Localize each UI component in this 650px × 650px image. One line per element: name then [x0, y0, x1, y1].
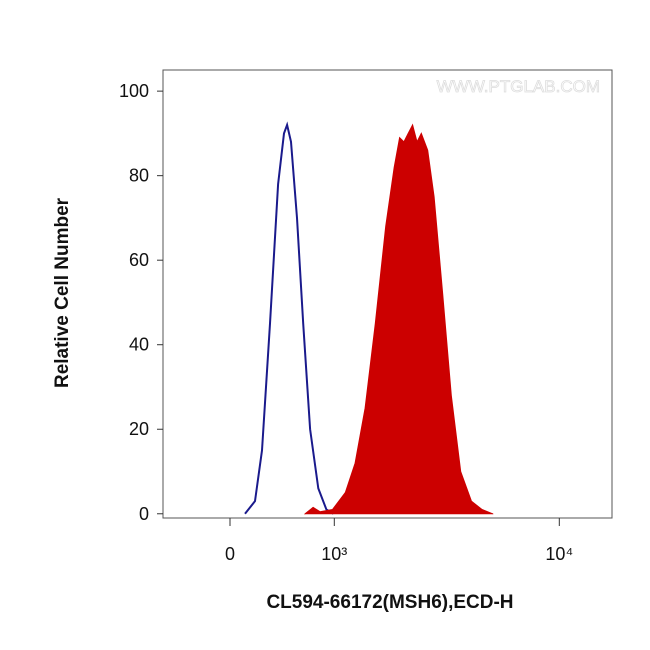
- y-tick-label: 20: [129, 419, 149, 439]
- y-tick-label: 80: [129, 166, 149, 186]
- plot-frame: [162, 69, 613, 519]
- x-tick-label: 0: [225, 544, 235, 564]
- x-tick-label: 10⁴: [545, 544, 573, 564]
- area: [304, 123, 494, 515]
- y-tick-label: 60: [129, 250, 149, 270]
- y-tick-label: 100: [119, 81, 149, 101]
- y-axis-label: Relative Cell Number: [52, 197, 73, 388]
- line: [244, 121, 334, 515]
- watermark: WWW.PTGLAB.COM: [437, 77, 600, 96]
- y-tick-label: 0: [139, 504, 149, 524]
- x-tick-label: 10³: [321, 544, 347, 564]
- x-axis-label: CL594-66172(MSH6),ECD-H: [266, 592, 513, 613]
- y-tick-label: 40: [129, 335, 149, 355]
